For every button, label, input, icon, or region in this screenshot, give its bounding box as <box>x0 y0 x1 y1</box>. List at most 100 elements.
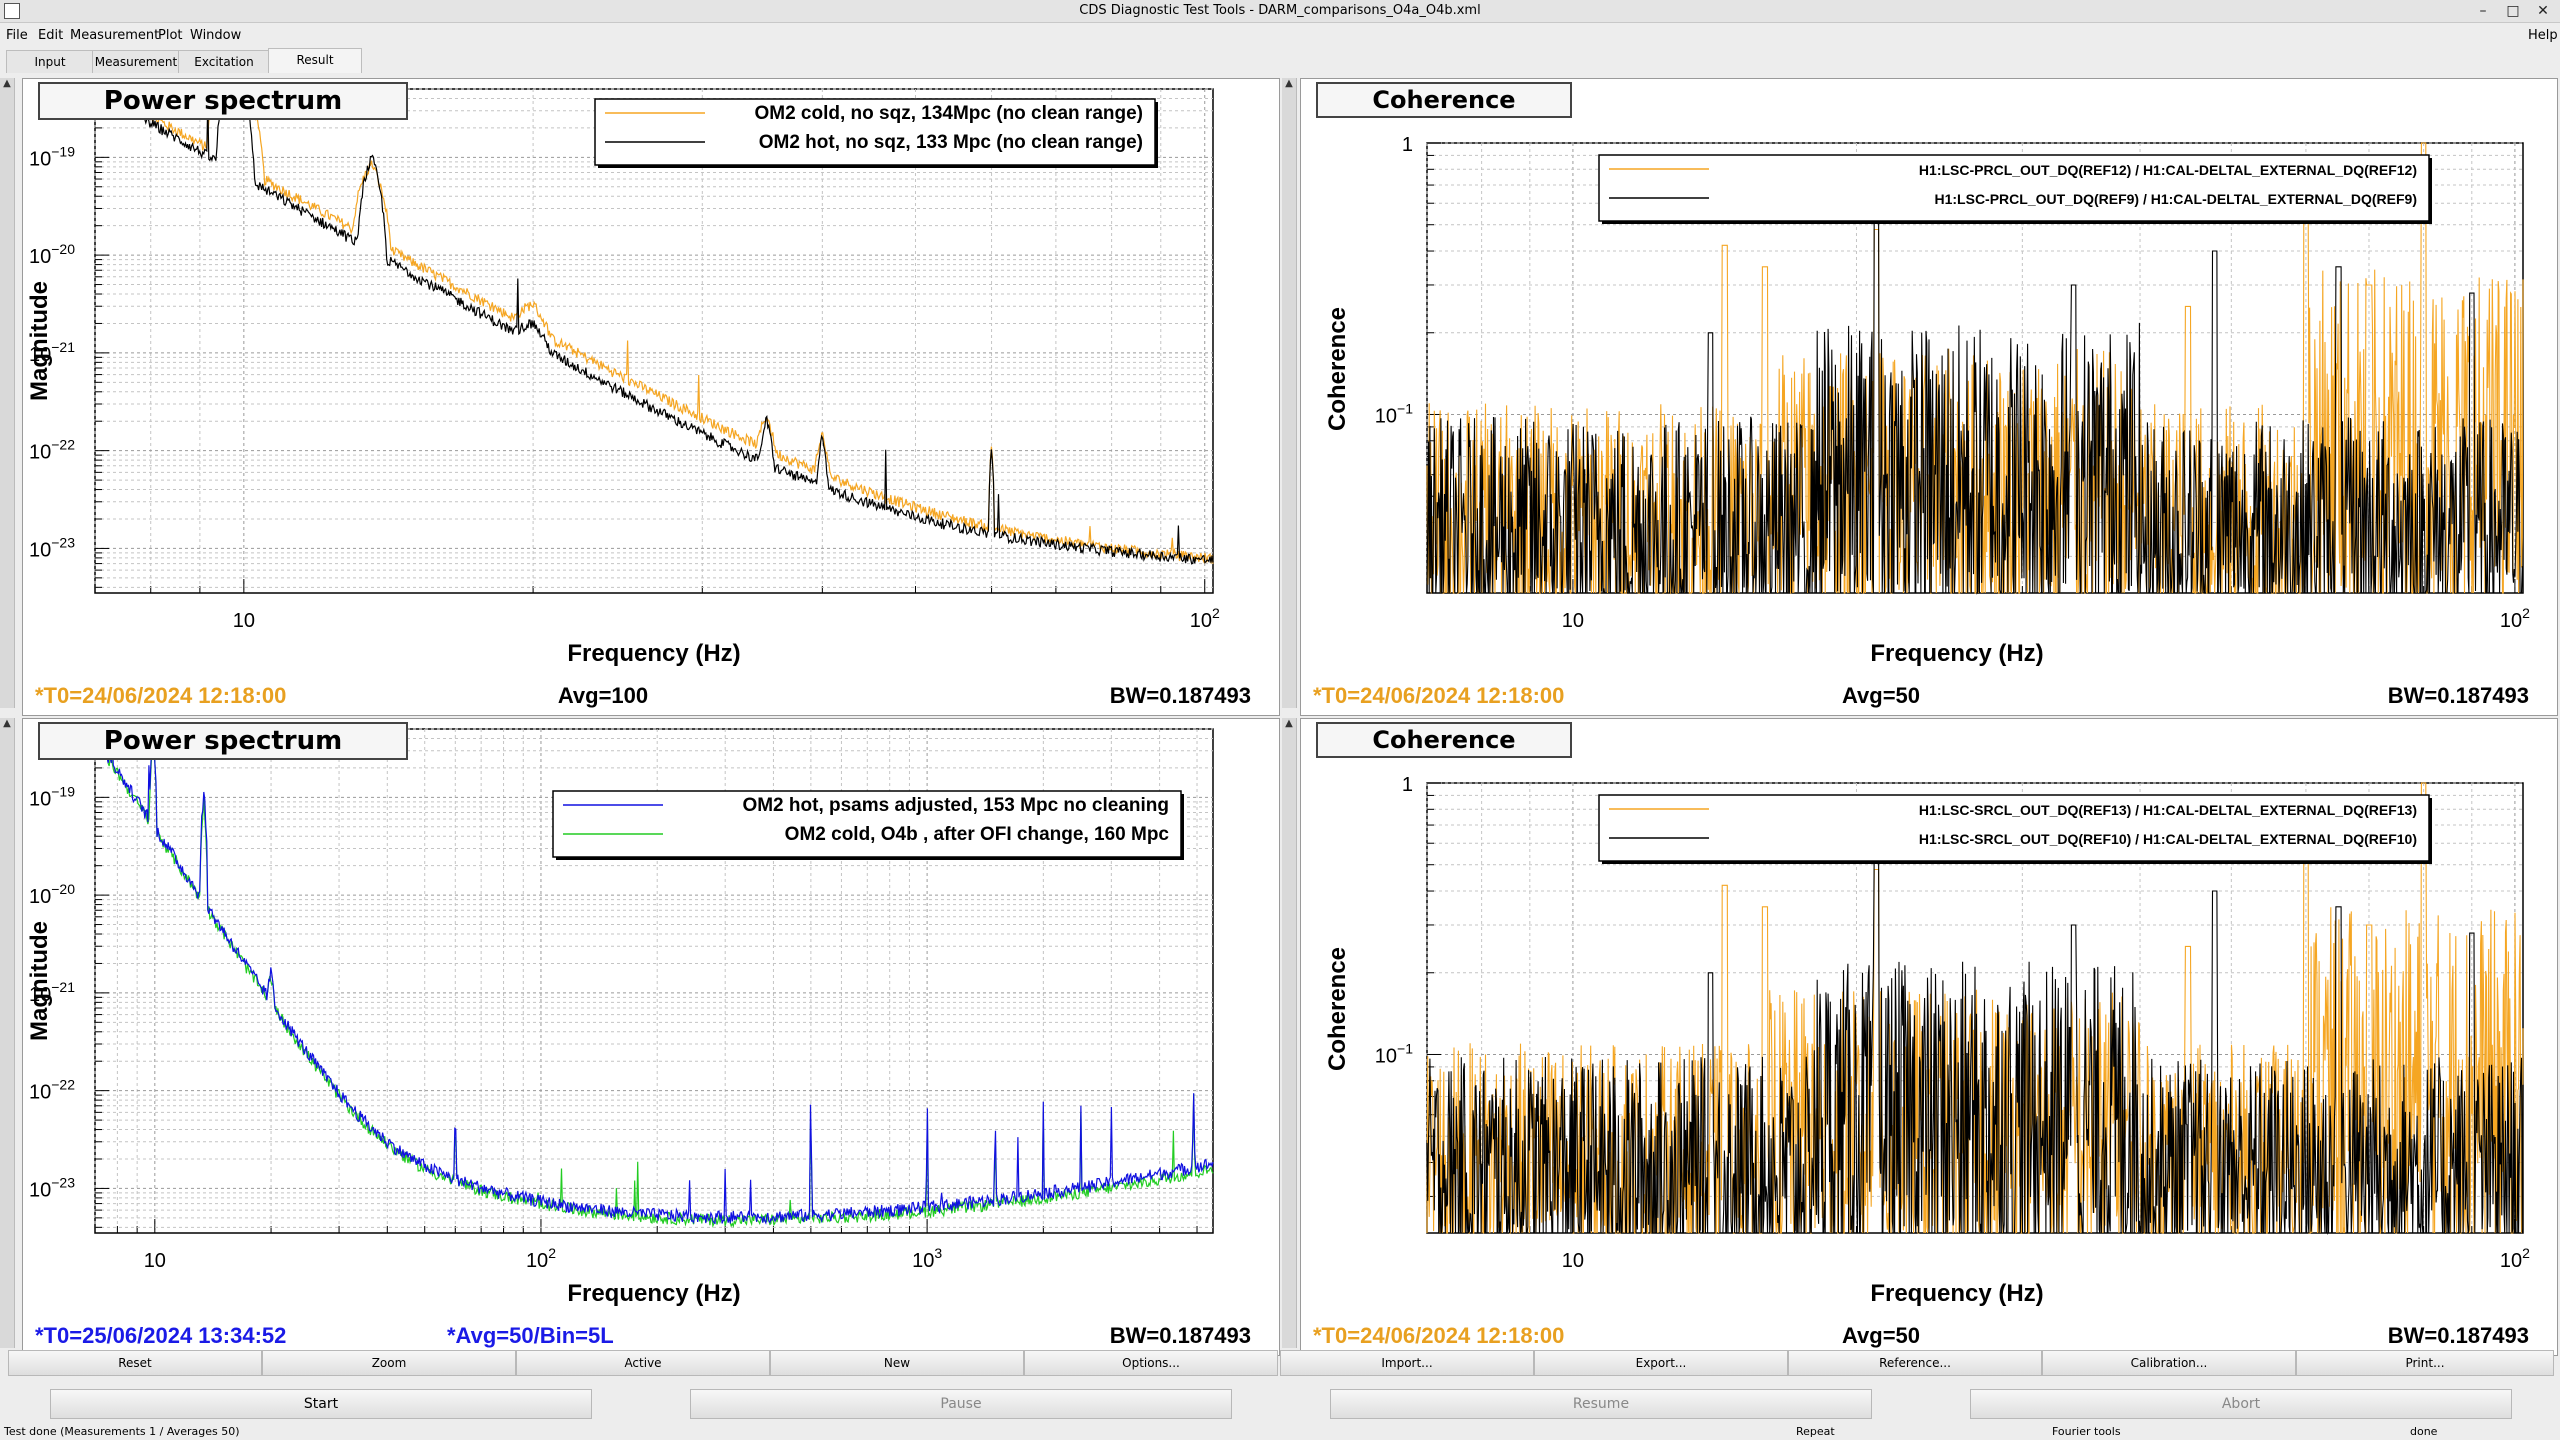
y-tick-label: 10−1 <box>1375 1040 1413 1067</box>
x-axis-label: Frequency (Hz) <box>1870 1280 2043 1307</box>
legend-box <box>594 98 1156 166</box>
time-stamp: *T0=24/06/2024 12:18:00 <box>1313 683 1564 708</box>
plot-toolbar: Reset Zoom Active New Options... Import.… <box>0 1350 2560 1376</box>
legend-box <box>552 790 1182 858</box>
menu-plot[interactable]: Plot <box>158 28 183 43</box>
time-stamp: *T0=25/06/2024 13:34:52 <box>35 1323 286 1348</box>
y-tick-label: 1 <box>1402 774 1413 796</box>
y-tick-label: 10−22 <box>29 1077 75 1104</box>
reference-button[interactable]: Reference... <box>1788 1350 2042 1376</box>
x-axis-label: Frequency (Hz) <box>567 1280 740 1307</box>
import-button[interactable]: Import... <box>1280 1350 1534 1376</box>
power-spectrum-plot-bottom[interactable]: 10−19 10−20 10−21 10−22 10−23 10 102 103 Magnitu… <box>23 719 1279 1355</box>
legend-entry: OM2 hot, no sqz, 133 Mpc (no clean range… <box>759 132 1143 153</box>
bandwidth-label: BW=0.187493 <box>1110 683 1251 708</box>
legend-box <box>1598 154 2430 222</box>
coherence-plot-top[interactable]: 1 10−1 10 102 Coherence Frequency (Hz) H1:LSC-… <box>1301 79 2557 715</box>
y-axis-label: Magnitude <box>26 921 53 1041</box>
legend-entry: H1:LSC-SRCL_OUT_DQ(REF13) / H1:CAL-DELTA… <box>1919 802 2417 818</box>
export-button[interactable]: Export... <box>1534 1350 1788 1376</box>
y-tick-label: 10−21 <box>29 979 75 1006</box>
left-scrollbar-bottom[interactable]: ▲ <box>0 718 15 1348</box>
plot-frame <box>94 88 1214 594</box>
status-message: Test done (Measurements 1 / Averages 50) <box>4 1425 240 1438</box>
minimize-button[interactable]: – <box>2479 3 2487 19</box>
time-stamp: *T0=24/06/2024 12:18:00 <box>35 683 286 708</box>
x-tick-label: 10 <box>144 1250 166 1272</box>
bandwidth-label: BW=0.187493 <box>1110 1323 1251 1348</box>
power-spectrum-panel-top[interactable]: 10−19 10−20 10−21 10−22 10−23 10 102 Magnitude F… <box>22 78 1280 716</box>
right-scrollbar-bottom[interactable]: ▲ <box>1282 718 1297 1348</box>
scroll-up-icon: ▲ <box>3 718 11 729</box>
power-spectrum-panel-bottom[interactable]: 10−19 10−20 10−21 10−22 10−23 10 102 103 Magnitu… <box>22 718 1280 1356</box>
measurement-control-bar: Start Pause Resume Abort <box>0 1389 2560 1419</box>
coherence-plot-bottom[interactable]: 1 10−1 10 102 Coherence Frequency (Hz) H1:LSC-… <box>1301 719 2557 1355</box>
legend-entry: OM2 hot, psams adjusted, 153 Mpc no clea… <box>742 795 1169 816</box>
options-button[interactable]: Options... <box>1024 1350 1278 1376</box>
menu-bar: File Edit Measurement Plot Window Help <box>0 24 2560 46</box>
coherence-panel-bottom[interactable]: 1 10−1 10 102 Coherence Frequency (Hz) H1:LSC-… <box>1300 718 2558 1356</box>
scroll-up-icon: ▲ <box>1285 78 1293 89</box>
print-button[interactable]: Print... <box>2296 1350 2554 1376</box>
left-scrollbar-top[interactable]: ▲ <box>0 78 15 708</box>
plot-title: Coherence <box>1316 722 1572 758</box>
tab-measurement[interactable]: Measurement <box>92 50 180 73</box>
start-button[interactable]: Start <box>50 1389 592 1419</box>
x-tick-label: 10 <box>1562 1250 1584 1272</box>
calibration-button[interactable]: Calibration... <box>2042 1350 2296 1376</box>
title-bar: CDS Diagnostic Test Tools - DARM_compari… <box>0 0 2560 23</box>
zoom-button[interactable]: Zoom <box>262 1350 516 1376</box>
power-spectrum-plot-top[interactable]: 10−19 10−20 10−21 10−22 10−23 10 102 Magnitude F… <box>23 79 1279 715</box>
legend-entry: H1:LSC-SRCL_OUT_DQ(REF10) / H1:CAL-DELTA… <box>1919 831 2417 847</box>
x-tick-label: 102 <box>2500 605 2530 632</box>
trace-om2-hot-psams <box>94 735 1214 1225</box>
active-button[interactable]: Active <box>516 1350 770 1376</box>
tab-excitation[interactable]: Excitation <box>178 50 270 73</box>
right-scrollbar-top[interactable]: ▲ <box>1282 78 1297 708</box>
menu-help[interactable]: Help <box>2528 28 2558 43</box>
x-axis-label: Frequency (Hz) <box>1870 640 2043 667</box>
legend-box <box>1598 794 2430 862</box>
averages-label: Avg=100 <box>558 683 648 708</box>
menu-measurement[interactable]: Measurement <box>70 28 160 43</box>
trace-om2-hot <box>95 88 1214 565</box>
y-axis-label: Coherence <box>1324 307 1351 431</box>
status-done: done <box>2410 1425 2438 1438</box>
plot-title: Power spectrum <box>38 722 408 760</box>
window-title: CDS Diagnostic Test Tools - DARM_compari… <box>1079 3 1481 18</box>
menu-window[interactable]: Window <box>190 28 242 43</box>
menu-file[interactable]: File <box>6 28 28 43</box>
pause-button[interactable]: Pause <box>690 1389 1232 1419</box>
tab-input[interactable]: Input <box>6 50 94 73</box>
resume-button[interactable]: Resume <box>1330 1389 1872 1419</box>
bandwidth-label: BW=0.187493 <box>2388 683 2529 708</box>
coherence-panel-top[interactable]: 1 10−1 10 102 Coherence Frequency (Hz) H1:LSC-… <box>1300 78 2558 716</box>
y-tick-label: 10−22 <box>29 437 75 464</box>
time-stamp: *T0=24/06/2024 12:18:00 <box>1313 1323 1564 1348</box>
averages-label: Avg=50 <box>1842 683 1920 708</box>
scroll-up-icon: ▲ <box>3 78 11 89</box>
y-tick-label: 10−19 <box>29 783 75 810</box>
y-tick-label: 10−21 <box>29 339 75 366</box>
status-fourier-tools: Fourier tools <box>2052 1425 2121 1438</box>
tab-result[interactable]: Result <box>268 48 362 73</box>
y-tick-label: 10−23 <box>29 1174 75 1201</box>
averages-label: Avg=50 <box>1842 1323 1920 1348</box>
y-tick-label: 1 <box>1402 134 1413 156</box>
maximize-button[interactable]: □ <box>2506 3 2520 19</box>
reset-button[interactable]: Reset <box>8 1350 262 1376</box>
scroll-up-icon: ▲ <box>1285 718 1293 729</box>
abort-button[interactable]: Abort <box>1970 1389 2512 1419</box>
plot-title: Power spectrum <box>38 82 408 120</box>
new-button[interactable]: New <box>770 1350 1024 1376</box>
status-bar: Test done (Measurements 1 / Averages 50)… <box>0 1422 2560 1440</box>
close-button[interactable]: ✕ <box>2537 3 2549 19</box>
menu-edit[interactable]: Edit <box>38 28 64 43</box>
y-tick-label: 10−20 <box>29 881 75 908</box>
x-tick-label: 102 <box>2500 1245 2530 1272</box>
y-tick-label: 10−19 <box>29 143 75 170</box>
y-axis-label: Coherence <box>1324 947 1351 1071</box>
legend-entry: OM2 cold, no sqz, 134Mpc (no clean range… <box>754 103 1143 124</box>
y-tick-label: 10−23 <box>29 534 75 561</box>
trace-coherence-ref-b <box>1426 852 2524 1236</box>
